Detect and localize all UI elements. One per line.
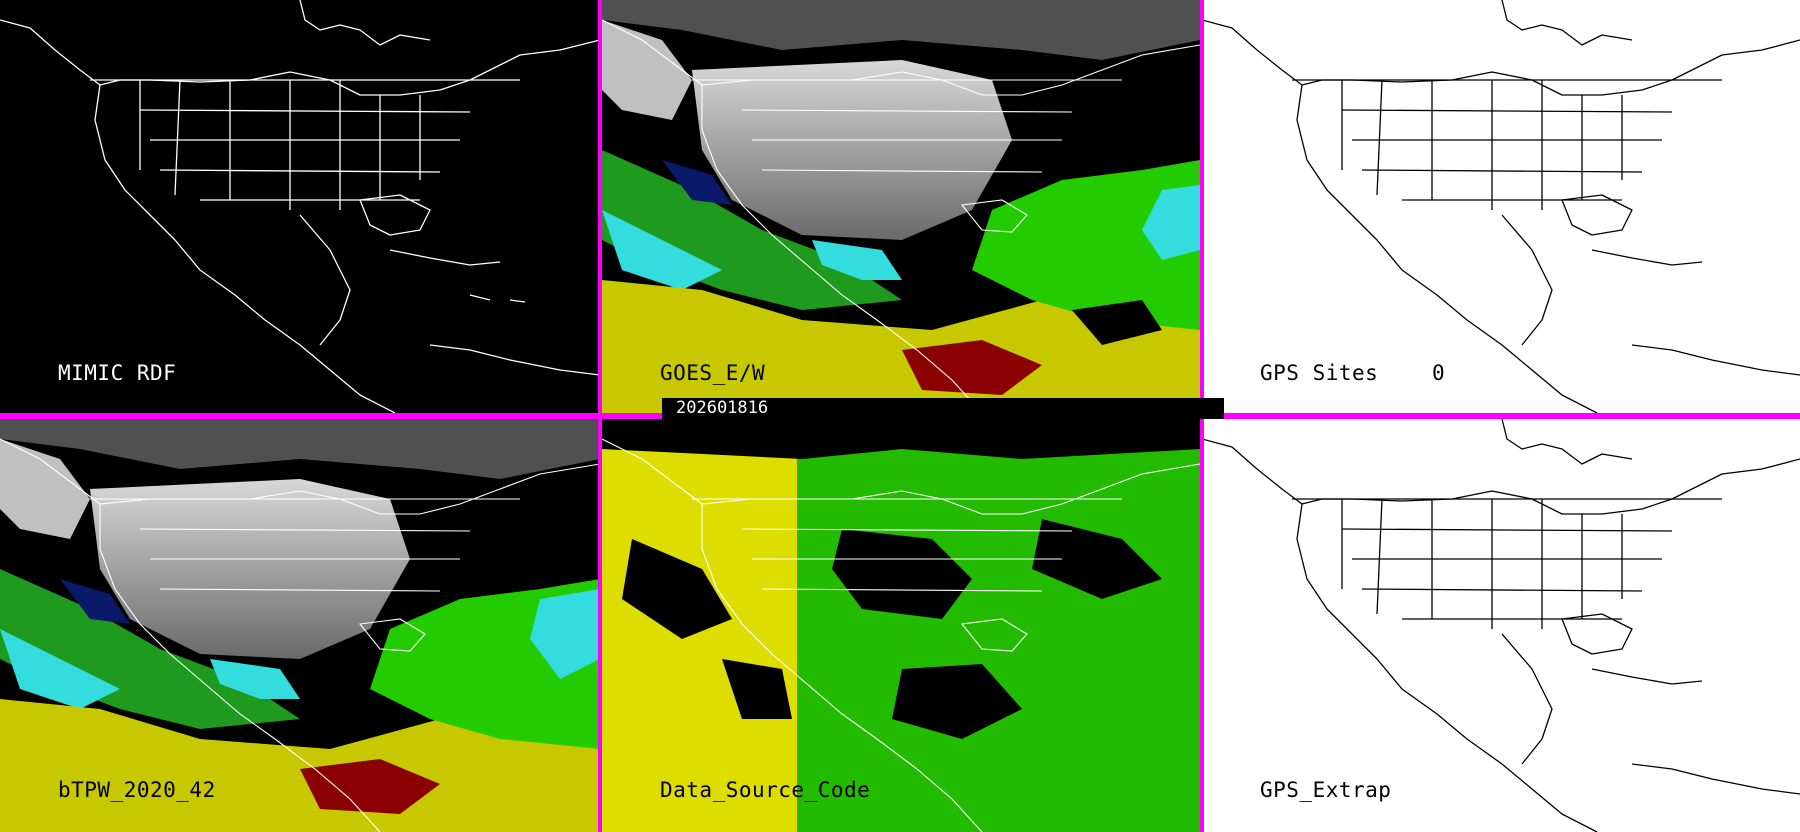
panel-label-gps-extrap: GPS_Extrap — [1260, 778, 1392, 802]
panel-btpw: bTPW_2020_42 — [0, 419, 600, 832]
moisture-field-icon — [0, 419, 600, 832]
panel-label-goes-ew: GOES_E/W — [660, 361, 766, 385]
panel-label-gps-sites: GPS Sites — [1260, 361, 1379, 385]
timestamp-label: 202601816 — [662, 398, 1224, 419]
north-america-map-icon — [1202, 419, 1800, 832]
panel-goes-ew: GOES_E/W — [602, 0, 1200, 413]
panel-data-source-code: Data_Source_Code — [602, 419, 1200, 832]
north-america-map-icon — [0, 0, 600, 413]
north-america-map-icon — [1202, 0, 1800, 413]
divider-vertical-left — [598, 0, 602, 832]
data-source-field-icon — [602, 419, 1200, 832]
moisture-field-icon — [602, 0, 1200, 413]
panel-label-btpw: bTPW_2020_42 — [58, 778, 216, 802]
gps-sites-count: 0 — [1432, 361, 1446, 385]
panel-label-mimic-rdf: MIMIC RDF — [58, 361, 177, 385]
panel-gps-extrap: GPS_Extrap — [1202, 419, 1800, 832]
panel-label-data-source-code: Data_Source_Code — [660, 778, 871, 802]
panel-mimic-rdf: MIMIC RDF — [0, 0, 600, 413]
panel-gps-sites: GPS Sites 0 — [1202, 0, 1800, 413]
